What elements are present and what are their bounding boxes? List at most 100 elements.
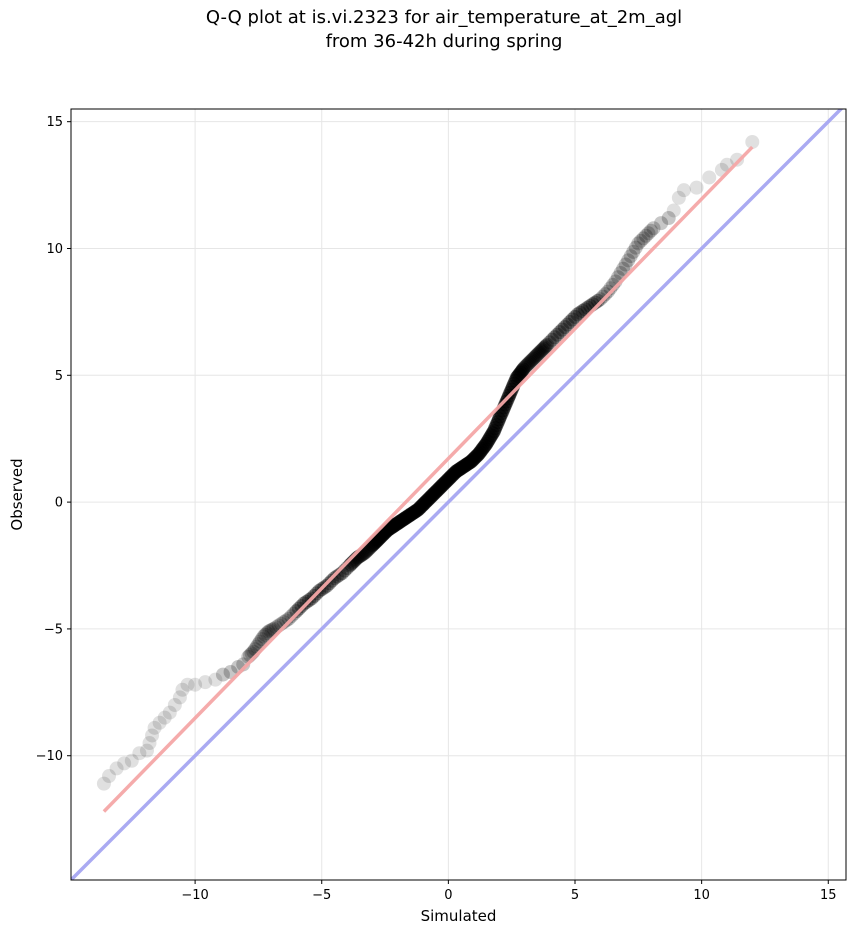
qq-point: [167, 698, 182, 713]
qq-point: [223, 665, 238, 680]
qq-point: [641, 226, 656, 241]
qq-point: [198, 675, 213, 690]
qq-point: [643, 223, 658, 238]
grid: [71, 109, 846, 880]
qq-point: [646, 221, 661, 236]
qq-point: [188, 677, 203, 692]
qq-point: [256, 629, 271, 644]
qq-point: [324, 573, 339, 588]
qq-point: [215, 667, 230, 682]
qq-point: [286, 606, 301, 621]
x-tick-label: 10: [693, 888, 710, 903]
qq-point: [628, 240, 643, 255]
qq-point: [236, 657, 251, 672]
qq-point: [322, 576, 337, 591]
qq-point: [573, 305, 588, 320]
plot-area: [71, 109, 844, 880]
y-tick-label: 0: [55, 496, 63, 511]
y-axis-label: Observed: [8, 458, 26, 530]
qq-point: [289, 604, 304, 619]
qq-point: [518, 359, 533, 374]
fit-line: [102, 145, 754, 813]
y-tick-label: −10: [36, 749, 63, 764]
qq-point: [162, 705, 177, 720]
qq-point: [702, 170, 717, 185]
chart-title: Q-Q plot at is.vi.2323 for air_temperatu…: [0, 6, 854, 54]
qq-point: [547, 330, 562, 345]
qq-point: [172, 690, 187, 705]
qq-point: [142, 736, 157, 751]
qq-point: [147, 720, 162, 735]
qq-point: [568, 309, 583, 324]
y-tick-label: 5: [55, 369, 63, 384]
qq-point: [537, 340, 552, 355]
qq-point: [552, 325, 567, 340]
qq-point: [598, 287, 613, 302]
qq-point: [633, 233, 648, 248]
qq-point: [562, 315, 577, 330]
qq-point: [297, 596, 312, 611]
qq-point: [540, 337, 555, 352]
qq-point: [261, 624, 276, 639]
qq-point: [175, 682, 190, 697]
qq-point: [96, 776, 111, 791]
x-tick-label: 5: [571, 888, 579, 903]
x-tick-label: 15: [820, 888, 837, 903]
qq-point: [536, 341, 551, 356]
qq-point: [523, 354, 538, 369]
chart-title-line-1: Q-Q plot at is.vi.2323 for air_temperatu…: [205, 7, 683, 28]
qq-point: [538, 339, 553, 354]
x-tick-label: −5: [312, 888, 331, 903]
qq-point: [550, 327, 565, 342]
qq-point: [676, 183, 691, 198]
qq-point: [259, 626, 274, 641]
qq-point: [152, 715, 167, 730]
qq-point: [329, 569, 344, 584]
qq-point: [101, 769, 116, 784]
qq-point: [631, 236, 646, 251]
qq-point: [254, 632, 269, 647]
axes: −10 −5 0 5 10 15 −10 −5 0 5 10 15: [36, 115, 837, 903]
qq-point: [590, 293, 605, 308]
qq-point: [542, 335, 557, 350]
qq-point: [626, 244, 641, 259]
y-tick-label: 15: [46, 115, 63, 130]
qq-point: [526, 351, 541, 366]
qq-point: [636, 231, 651, 246]
qq-point: [284, 609, 299, 624]
qq-point: [661, 211, 676, 226]
qq-point: [730, 152, 745, 167]
qq-point: [557, 320, 572, 335]
qq-point: [528, 349, 543, 364]
qq-point: [117, 756, 132, 771]
qq-point: [208, 672, 223, 687]
qq-point: [281, 611, 296, 626]
qq-point: [258, 627, 273, 642]
qq-point: [654, 216, 669, 231]
qq-point: [666, 203, 681, 218]
qq-point: [530, 348, 545, 363]
qq-point: [533, 344, 548, 359]
y-tick-label: −5: [44, 622, 63, 637]
qq-point: [532, 345, 547, 360]
qq-point: [132, 746, 147, 761]
qq-point: [745, 134, 760, 149]
qq-point: [145, 728, 160, 743]
x-tick-label: −10: [181, 888, 208, 903]
qq-point: [535, 342, 550, 357]
qq-point: [603, 281, 618, 296]
qq-point: [560, 317, 575, 332]
qq-point: [327, 571, 342, 586]
qq-point: [595, 289, 610, 304]
qq-point: [517, 360, 532, 375]
qq-point: [593, 292, 608, 307]
qq-point: [291, 601, 306, 616]
qq-point: [527, 350, 542, 365]
qq-point: [671, 190, 686, 205]
plot-frame: [70, 108, 847, 881]
qq-point: [263, 623, 278, 638]
x-tick-label: 0: [444, 888, 452, 903]
qq-point: [565, 312, 580, 327]
qq-point: [545, 332, 560, 347]
